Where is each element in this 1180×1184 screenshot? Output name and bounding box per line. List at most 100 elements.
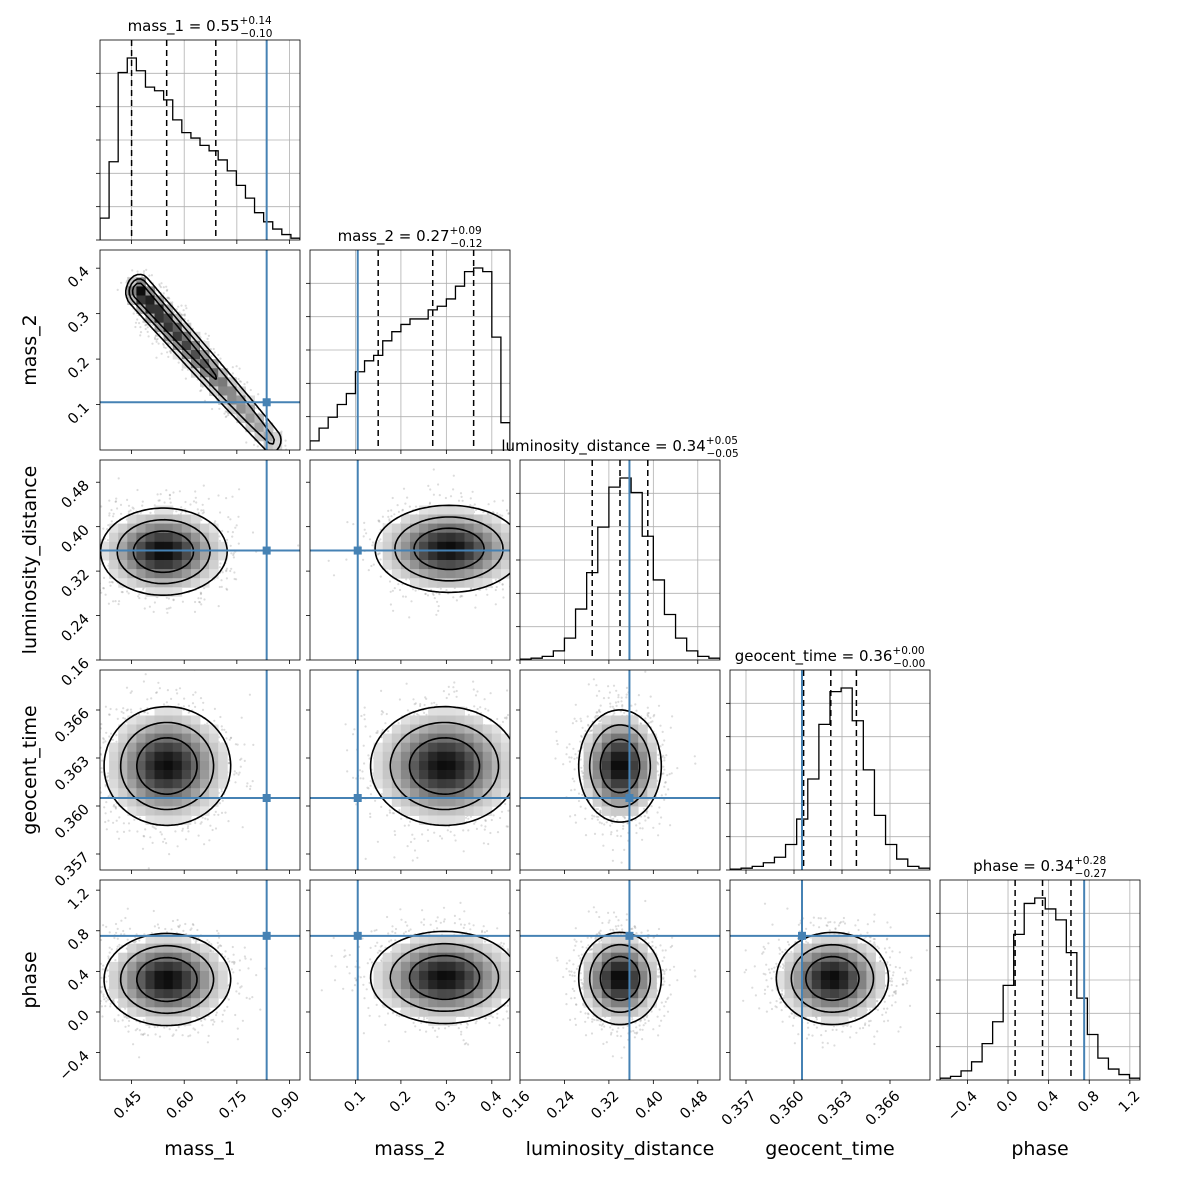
sample-point <box>219 562 221 564</box>
sample-point <box>163 344 165 346</box>
sample-point <box>42 529 44 531</box>
sample-point <box>140 331 142 333</box>
sample-point <box>80 551 82 553</box>
sample-point <box>435 614 437 616</box>
sample-point <box>90 588 92 590</box>
sample-point <box>126 687 128 689</box>
sample-point <box>91 521 93 523</box>
sample-point <box>523 579 525 581</box>
sample-point <box>214 520 216 522</box>
title-minus: −0.05 <box>706 448 738 460</box>
sample-point <box>345 559 347 561</box>
sample-point <box>131 269 133 271</box>
sample-point <box>157 493 159 495</box>
density-cell <box>465 551 475 561</box>
sample-point <box>230 552 232 554</box>
hist-clip-group <box>310 250 510 450</box>
joint-clip-group <box>100 250 351 534</box>
sample-point <box>390 515 392 517</box>
sample-point <box>126 499 128 501</box>
sample-point <box>440 588 442 590</box>
sample-point <box>528 594 530 596</box>
sample-point <box>180 305 182 307</box>
sample-point <box>136 489 138 491</box>
sample-point <box>402 509 404 511</box>
sample-point <box>402 595 404 597</box>
density-cell <box>127 533 137 543</box>
density-cell <box>492 524 502 534</box>
density-cell <box>146 551 156 561</box>
sample-point <box>526 549 528 551</box>
sample-point <box>128 592 130 594</box>
density-cell <box>164 569 174 579</box>
sample-point <box>192 694 194 696</box>
sample-point <box>96 557 98 559</box>
sample-point <box>108 514 110 516</box>
sample-point <box>198 601 200 603</box>
sample-point <box>163 286 165 288</box>
sample-point <box>133 313 135 315</box>
density-cell <box>492 569 502 579</box>
sample-point <box>139 334 141 336</box>
sample-point <box>181 369 183 371</box>
sample-point <box>555 536 557 538</box>
sample-point <box>112 515 114 517</box>
sample-point <box>88 590 90 592</box>
sample-point <box>236 365 238 367</box>
title-geocent_time: geocent_time = 0.36+0.00−0.00 <box>735 645 926 670</box>
density-cell <box>182 359 192 369</box>
sample-point <box>208 498 210 500</box>
sample-point <box>166 351 168 353</box>
sample-point <box>156 341 158 343</box>
sample-point <box>86 540 88 542</box>
sample-point <box>203 598 205 600</box>
sample-point <box>95 563 97 565</box>
sample-point <box>433 494 435 496</box>
density-cell <box>127 578 137 588</box>
sample-point <box>180 506 182 508</box>
sample-point <box>149 606 151 608</box>
title-main: mass_1 = 0.55 <box>128 17 240 36</box>
sample-point <box>549 543 551 545</box>
title-minus: −0.27 <box>1075 868 1107 880</box>
sample-point <box>145 597 147 599</box>
sample-point <box>108 500 110 502</box>
hist-step-phase <box>940 898 1140 1080</box>
sample-point <box>203 485 205 487</box>
sample-point <box>403 488 405 490</box>
sample-point <box>520 586 522 588</box>
density-cell <box>428 551 438 561</box>
sample-point <box>488 503 490 505</box>
sample-point <box>397 504 399 506</box>
sample-point <box>92 530 94 532</box>
sample-point <box>143 270 145 272</box>
sample-point <box>456 599 458 601</box>
sample-point <box>239 368 241 370</box>
sample-point <box>540 518 542 520</box>
joint-panel-mass_1-mass_2 <box>100 250 351 534</box>
sample-point <box>172 491 174 493</box>
sample-point <box>516 547 518 549</box>
sample-point <box>452 488 454 490</box>
sample-point <box>194 822 196 824</box>
density-cell <box>164 551 174 561</box>
title-main: phase = 0.34 <box>973 857 1074 875</box>
sample-point <box>137 270 139 272</box>
sample-point <box>159 285 161 287</box>
sample-point <box>429 488 431 490</box>
density-cell <box>218 377 228 387</box>
sample-point <box>185 307 187 309</box>
sample-point <box>179 490 181 492</box>
sample-point <box>475 594 477 596</box>
sample-point <box>197 508 199 510</box>
sample-point <box>110 509 112 511</box>
density-cell <box>419 524 429 534</box>
density-cell <box>164 533 174 543</box>
sample-point <box>83 558 85 560</box>
sample-point <box>380 558 382 560</box>
sample-point <box>149 512 151 514</box>
sample-point <box>245 441 247 443</box>
density-cell <box>456 515 466 525</box>
title-plus: +0.28 <box>1074 855 1106 867</box>
sample-point <box>543 556 545 558</box>
